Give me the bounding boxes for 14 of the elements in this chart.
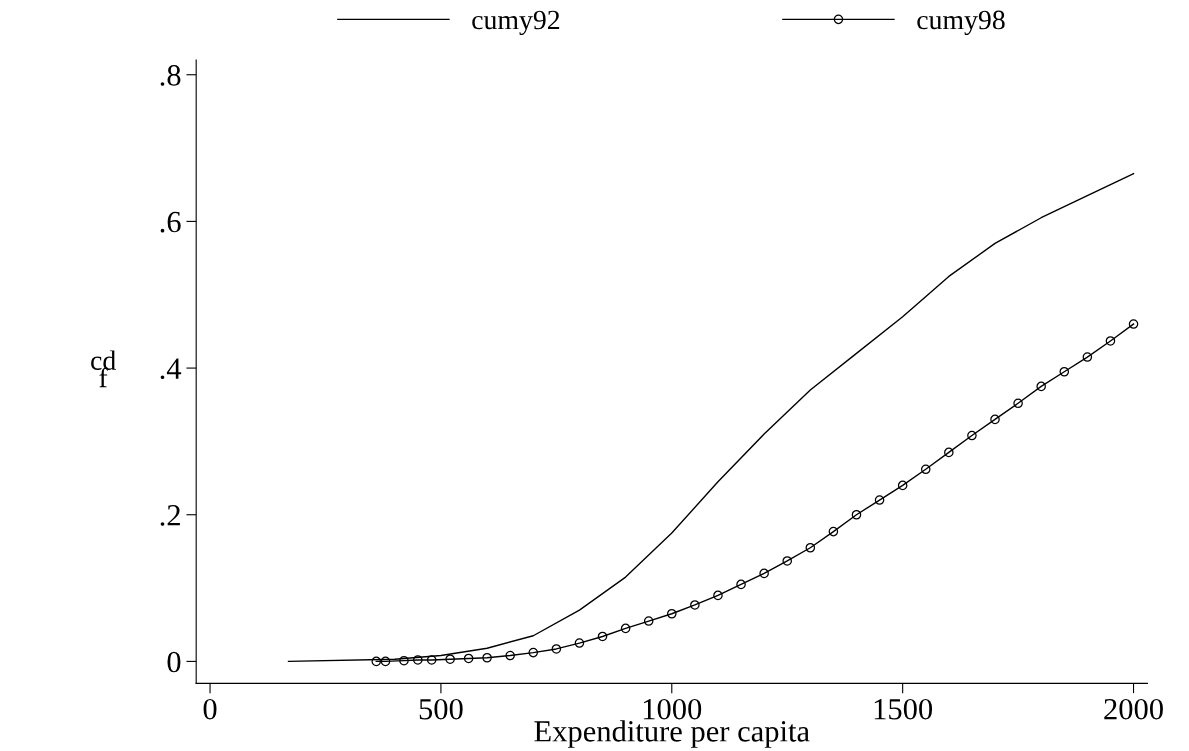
y-tick-label: .4 bbox=[160, 358, 182, 380]
x-tick-label: 500 bbox=[419, 698, 463, 720]
x-tick-label: 0 bbox=[203, 698, 217, 720]
x-tick-label: 2000 bbox=[1104, 698, 1163, 720]
x-tick-label: 1500 bbox=[874, 698, 933, 720]
x-tick-label: 1000 bbox=[643, 698, 702, 720]
y-tick-label: 0 bbox=[167, 651, 181, 673]
y-tick-label: .8 bbox=[160, 65, 181, 86]
y-tick-label: .2 bbox=[160, 505, 180, 526]
legend-label: cumy98 bbox=[917, 10, 1005, 36]
y-axis-title: cd f bbox=[91, 350, 116, 388]
x-axis-title: Expenditure per capita bbox=[534, 720, 810, 748]
legend-label: cumy92 bbox=[472, 10, 560, 36]
y-tick-label: .6 bbox=[160, 211, 181, 233]
